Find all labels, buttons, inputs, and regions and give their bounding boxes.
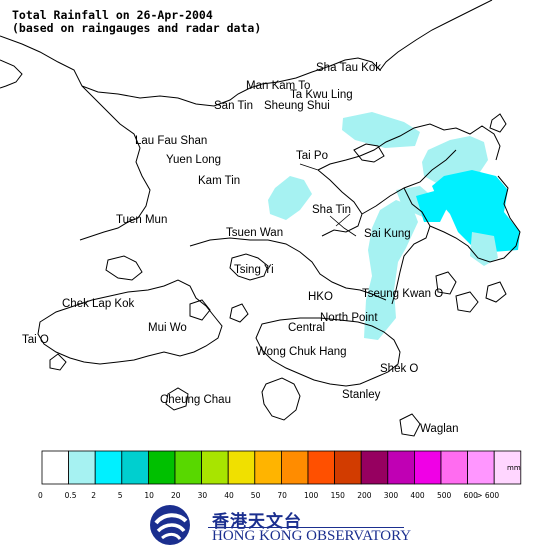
- place-label: North Point: [320, 312, 378, 324]
- legend-tick-label: 200: [357, 491, 372, 500]
- place-label: Shek O: [380, 363, 418, 375]
- place-label: San Tin: [214, 100, 253, 112]
- legend-tick-label: 10: [144, 491, 154, 500]
- place-label: Sai Kung: [364, 228, 411, 240]
- place-label: Sheung Shui: [264, 100, 330, 112]
- place-label: Stanley: [342, 389, 381, 401]
- rainfall-legend: 0 0.5 2 5 10 20 30 40 50 70 100 150 200 300 400 500 600>…: [38, 450, 522, 500]
- place-label: Sha Tin: [312, 204, 351, 216]
- legend-swatch: [413, 450, 442, 485]
- place-label: Lau Fau Shan: [135, 135, 207, 147]
- place-label: Sha Tau Kok: [316, 62, 381, 74]
- legend-tick-label: 20: [171, 491, 181, 500]
- legend-swatch: [174, 450, 203, 485]
- place-label: Tai O: [22, 334, 49, 346]
- place-label: Cheung Chau: [160, 394, 231, 406]
- legend-swatch: [467, 450, 495, 485]
- place-label: Kam Tin: [198, 175, 240, 187]
- place-label: Tsuen Wan: [226, 227, 283, 239]
- legend-swatch: [227, 450, 256, 485]
- legend-swatch: [387, 450, 415, 485]
- legend-tick-label: 5: [118, 491, 123, 500]
- legend-tick-label: 40: [224, 491, 234, 500]
- place-labels: Sha Tau Kok Man Kam To Ta Kwu Ling San T…: [22, 62, 459, 435]
- place-label: Tseung Kwan O: [362, 288, 443, 300]
- legend-swatch: [360, 450, 389, 485]
- place-label: Central: [288, 322, 325, 334]
- legend-tick-label: > 600: [476, 491, 499, 500]
- place-label: HKO: [308, 291, 333, 303]
- hko-logo: 香港天文台 HONG KONG OBSERVATORY: [146, 501, 411, 549]
- legend-swatch: [254, 450, 282, 485]
- place-label: Chek Lap Kok: [62, 298, 134, 310]
- legend-swatch: [307, 450, 336, 485]
- place-label: Tuen Mun: [116, 214, 167, 226]
- org-name-english: HONG KONG OBSERVATORY: [212, 528, 412, 544]
- legend-swatch: [94, 450, 123, 485]
- legend-tick-label: 2: [91, 491, 96, 500]
- map-title-line1: Total Rainfall on 26-Apr-2004: [12, 8, 213, 22]
- legend-tick-label: 500: [437, 491, 452, 500]
- legend-swatch: [201, 450, 229, 485]
- legend-swatch: [68, 450, 96, 485]
- boundary-lines: [299, 163, 357, 237]
- legend-tick-label: 30: [198, 491, 208, 500]
- place-label: Waglan: [420, 423, 459, 435]
- legend-tick-label: 0: [38, 491, 43, 500]
- legend-swatch: [493, 450, 522, 485]
- legend-swatches: [41, 450, 522, 485]
- place-label: Man Kam To: [246, 80, 310, 92]
- legend-tick-label: 70: [277, 491, 287, 500]
- map-title-line2: (based on raingauges and radar data): [12, 21, 261, 35]
- legend-ticks: 0 0.5 2 5 10 20 30 40 50 70 100 150 200 300 400 500 600>…: [38, 491, 499, 500]
- legend-unit: mm: [507, 464, 521, 472]
- legend-tick-label: 100: [304, 491, 319, 500]
- legend-swatch: [41, 450, 70, 485]
- place-label: Yuen Long: [166, 154, 221, 166]
- legend-tick-label: 150: [331, 491, 346, 500]
- legend-tick-label: 50: [251, 491, 261, 500]
- place-label: Mui Wo: [148, 322, 187, 334]
- rainfall-map: Total Rainfall on 26-Apr-2004 (based on …: [0, 0, 521, 437]
- legend-swatch: [280, 450, 309, 485]
- place-label: Tai Po: [296, 150, 328, 162]
- legend-swatch: [334, 450, 362, 485]
- coastline: [0, 0, 521, 437]
- place-label: Tsing Yi: [234, 264, 274, 276]
- place-label: Ta Kwu Ling: [290, 89, 353, 101]
- legend-tick-label: 400: [410, 491, 425, 500]
- legend-swatch: [147, 450, 176, 485]
- rainfall-shading: [268, 112, 520, 340]
- hko-emblem-icon: [150, 505, 190, 545]
- logo-divider: [208, 527, 404, 528]
- legend-tick-label: 0.5: [65, 491, 77, 500]
- legend-tick-label: 600: [464, 491, 479, 500]
- legend-swatch: [440, 450, 469, 485]
- legend-tick-label: 300: [384, 491, 399, 500]
- place-label: Wong Chuk Hang: [256, 346, 347, 358]
- legend-swatch: [121, 450, 149, 485]
